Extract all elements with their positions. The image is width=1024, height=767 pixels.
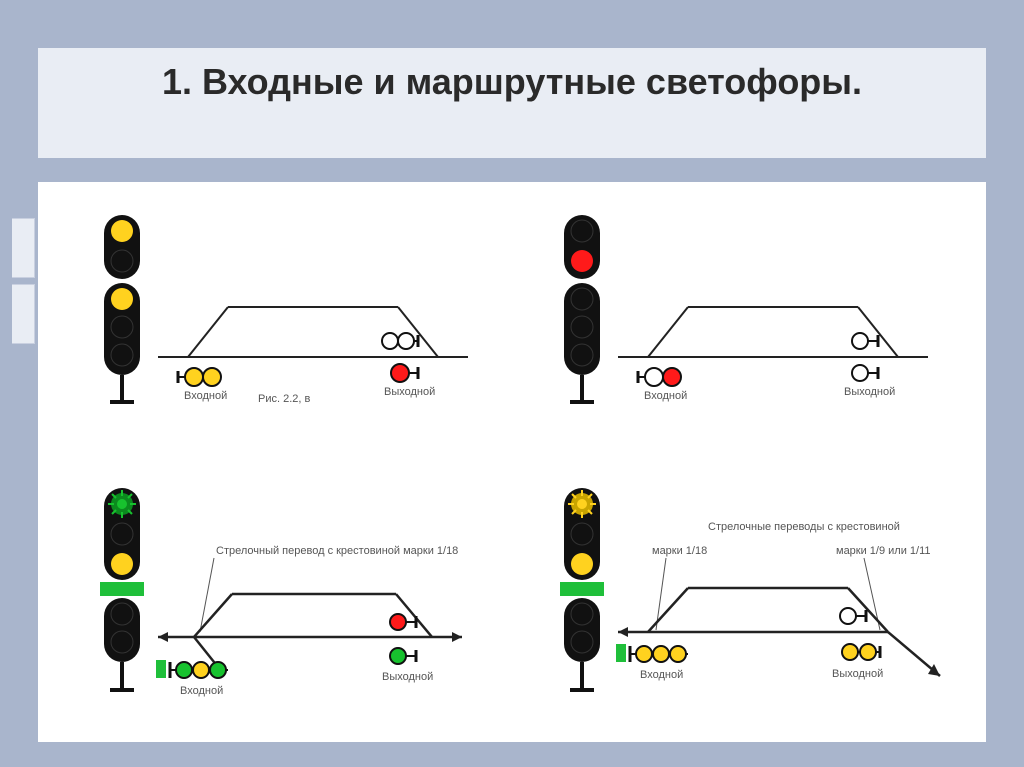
exit-dwarf-top <box>390 614 416 630</box>
side-tabs <box>12 212 38 344</box>
exit-label: Выходной <box>832 668 883 680</box>
exit-label: Выходной <box>382 671 433 683</box>
entry-dwarf-signal <box>156 660 228 678</box>
slide-title: 1. Входные и маршрутные светофоры. <box>38 48 986 103</box>
panel-bottom-right: Стрелочные переводы с крестовиной марки … <box>548 482 968 717</box>
mast-signal <box>560 488 604 690</box>
diagram-top-right: Входной Выходной <box>548 207 938 407</box>
diagram-bottom-right: Стрелочные переводы с крестовиной марки … <box>548 482 968 717</box>
exit-dwarf-top <box>382 333 418 349</box>
panel-bottom-left: Стрелочный перевод с крестовиной марки 1… <box>88 482 478 717</box>
exit-dwarf-bottom <box>852 365 878 381</box>
entry-label: Входной <box>184 390 227 402</box>
slide: 1. Входные и маршрутные светофоры. <box>12 12 1012 755</box>
mast-signal <box>100 488 144 690</box>
annotation-left: марки 1/18 <box>652 545 707 557</box>
track-layout <box>158 307 468 357</box>
annotation: Стрелочный перевод с крестовиной марки 1… <box>216 545 458 557</box>
diagram-bottom-left: Стрелочный перевод с крестовиной марки 1… <box>88 482 478 717</box>
entry-label: Входной <box>640 669 683 681</box>
entry-dwarf-signal <box>178 368 221 386</box>
panel-top-left: Входной Выходной Рис. 2.2, в <box>88 207 478 407</box>
exit-dwarf-bottom <box>842 644 880 660</box>
exit-label: Выходной <box>384 386 435 398</box>
figure-caption: Рис. 2.2, в <box>258 393 310 405</box>
tab <box>12 218 35 278</box>
exit-dwarf-bottom <box>390 648 416 664</box>
annotation-top: Стрелочные переводы с крестовиной <box>708 521 900 533</box>
green-flash-icon <box>108 490 136 518</box>
track-layout <box>618 588 940 676</box>
entry-label: Входной <box>644 390 687 402</box>
tab <box>12 284 35 344</box>
entry-label: Входной <box>180 685 223 697</box>
entry-dwarf-signal <box>638 368 681 386</box>
track-layout <box>618 307 928 357</box>
exit-label: Выходной <box>844 386 895 398</box>
exit-dwarf-bottom <box>391 364 418 382</box>
exit-dwarf-top <box>852 333 878 349</box>
entry-dwarf-signal <box>616 644 688 662</box>
panel-top-right: Входной Выходной <box>548 207 938 407</box>
content-area: Входной Выходной Рис. 2.2, в <box>38 182 986 742</box>
annotation-right: марки 1/9 или 1/11 <box>836 545 931 557</box>
diagram-top-left: Входной Выходной Рис. 2.2, в <box>88 207 478 407</box>
yellow-flash-icon <box>568 490 596 518</box>
mast-signal <box>564 215 600 402</box>
title-box: 1. Входные и маршрутные светофоры. <box>38 48 986 158</box>
exit-dwarf-top <box>840 608 866 624</box>
mast-signal <box>104 215 140 402</box>
